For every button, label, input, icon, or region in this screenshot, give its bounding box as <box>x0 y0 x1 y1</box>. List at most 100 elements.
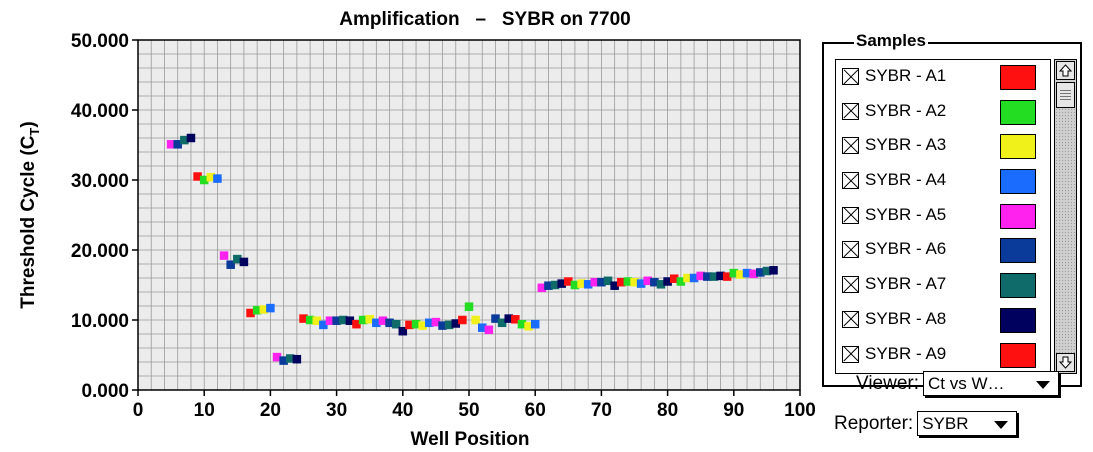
data-point <box>398 326 408 336</box>
sample-color-swatch[interactable] <box>1000 99 1036 125</box>
x-tick-label: 90 <box>723 400 744 421</box>
data-point <box>544 281 553 290</box>
data-point <box>365 315 374 324</box>
data-point <box>749 269 758 279</box>
chevron-down-icon <box>994 421 1009 429</box>
viewer-control: Viewer: Ct vs W… <box>856 371 1060 396</box>
data-point <box>617 277 626 287</box>
sample-checkbox[interactable] <box>842 241 859 259</box>
arrow-down-icon <box>1059 356 1072 369</box>
x-tick-label: 0 <box>133 400 144 421</box>
data-point <box>272 352 282 362</box>
sample-color-swatch[interactable] <box>1000 273 1036 299</box>
data-point <box>736 270 745 279</box>
data-point <box>597 277 606 287</box>
sample-label: SYBR - A3 <box>865 135 947 155</box>
sample-row[interactable]: SYBR - A6 <box>836 233 1050 268</box>
sample-label: SYBR - A9 <box>865 343 947 363</box>
sample-row[interactable]: SYBR - A7 <box>836 268 1050 303</box>
data-point <box>299 314 308 323</box>
scroll-thumb[interactable] <box>1056 82 1075 108</box>
x-tick-label: 30 <box>326 400 347 421</box>
sample-color-swatch[interactable] <box>1000 307 1036 333</box>
arrow-up-icon <box>1059 64 1072 77</box>
viewer-dropdown[interactable]: Ct vs W… <box>923 371 1060 396</box>
scroll-down-button[interactable] <box>1056 353 1075 372</box>
sample-label: SYBR - A8 <box>865 308 947 328</box>
sample-row[interactable]: SYBR - A5 <box>836 199 1050 234</box>
data-point <box>729 268 739 278</box>
data-point <box>259 305 269 314</box>
sample-checkbox[interactable] <box>842 172 859 190</box>
sample-row[interactable]: SYBR - A2 <box>836 95 1050 130</box>
data-point <box>239 257 249 267</box>
sample-checkbox[interactable] <box>842 206 859 224</box>
samples-panel-title: Samples <box>854 31 928 51</box>
sample-checkbox[interactable] <box>842 102 859 120</box>
sample-checkbox[interactable] <box>842 137 859 155</box>
data-point <box>669 274 679 283</box>
data-point <box>418 321 427 330</box>
data-point <box>338 315 348 325</box>
sample-color-swatch[interactable] <box>1000 65 1036 90</box>
data-point <box>292 354 302 364</box>
samples-scrollbar[interactable] <box>1054 59 1077 374</box>
sample-color-swatch[interactable] <box>1000 342 1036 368</box>
data-point <box>352 319 361 329</box>
data-point <box>193 172 202 181</box>
data-point <box>577 279 586 288</box>
sample-checkbox[interactable] <box>842 276 859 294</box>
data-point <box>199 175 209 185</box>
reporter-control: Reporter: SYBR <box>834 411 1018 436</box>
data-point <box>683 273 692 283</box>
data-point <box>458 315 467 325</box>
x-axis-label: Well Position <box>411 429 530 450</box>
data-point <box>762 266 772 276</box>
data-point <box>709 272 719 281</box>
sample-row[interactable]: SYBR - A3 <box>836 129 1050 164</box>
data-point <box>405 320 414 330</box>
sample-checkbox[interactable] <box>842 68 859 85</box>
sample-row[interactable]: SYBR - A9 <box>836 338 1050 373</box>
data-point <box>650 277 659 287</box>
data-point <box>610 281 619 290</box>
x-tick-label: 40 <box>392 400 413 421</box>
sample-color-swatch[interactable] <box>1000 203 1036 229</box>
data-point <box>219 251 229 260</box>
sample-color-swatch[interactable] <box>1000 134 1036 160</box>
data-point <box>233 254 242 264</box>
sample-color-swatch[interactable] <box>1000 238 1036 264</box>
sample-label: SYBR - A1 <box>865 66 947 85</box>
data-point <box>206 172 216 182</box>
data-point <box>511 315 520 324</box>
data-point <box>603 276 613 286</box>
sample-row[interactable]: SYBR - A1 <box>836 60 1050 95</box>
data-point <box>385 318 394 328</box>
sample-checkbox[interactable] <box>842 310 859 328</box>
chart-title: Amplification – SYBR on 7700 <box>339 9 630 30</box>
data-point <box>358 315 368 325</box>
sample-checkbox[interactable] <box>842 345 859 363</box>
sample-label: SYBR - A4 <box>865 170 947 190</box>
x-tick-label: 10 <box>194 400 215 421</box>
y-axis-label-text: Threshold Cycle (C <box>18 135 39 308</box>
data-point <box>180 135 189 145</box>
reporter-value: SYBR <box>922 413 969 433</box>
data-point <box>696 271 705 281</box>
data-point <box>689 273 699 283</box>
data-point <box>477 323 487 332</box>
x-axis-ticks: 0 10 20 30 40 50 60 70 80 90 100 <box>133 390 815 421</box>
scroll-up-button[interactable] <box>1056 61 1075 80</box>
sample-row[interactable]: SYBR - A8 <box>836 303 1050 338</box>
data-point <box>530 319 540 329</box>
reporter-dropdown[interactable]: SYBR <box>917 411 1018 436</box>
sample-row[interactable]: SYBR - A4 <box>836 164 1050 199</box>
data-point <box>663 277 672 286</box>
sample-color-swatch[interactable] <box>1000 169 1036 195</box>
data-point <box>656 280 666 289</box>
data-point <box>173 140 182 149</box>
samples-list[interactable]: SYBR - A1 SYBR - A2 SYBR - A3 SYBR - A4 SYBR… <box>835 59 1051 374</box>
data-point <box>345 316 355 325</box>
data-point <box>186 133 196 143</box>
viewer-value: Ct vs W… <box>928 373 1005 393</box>
